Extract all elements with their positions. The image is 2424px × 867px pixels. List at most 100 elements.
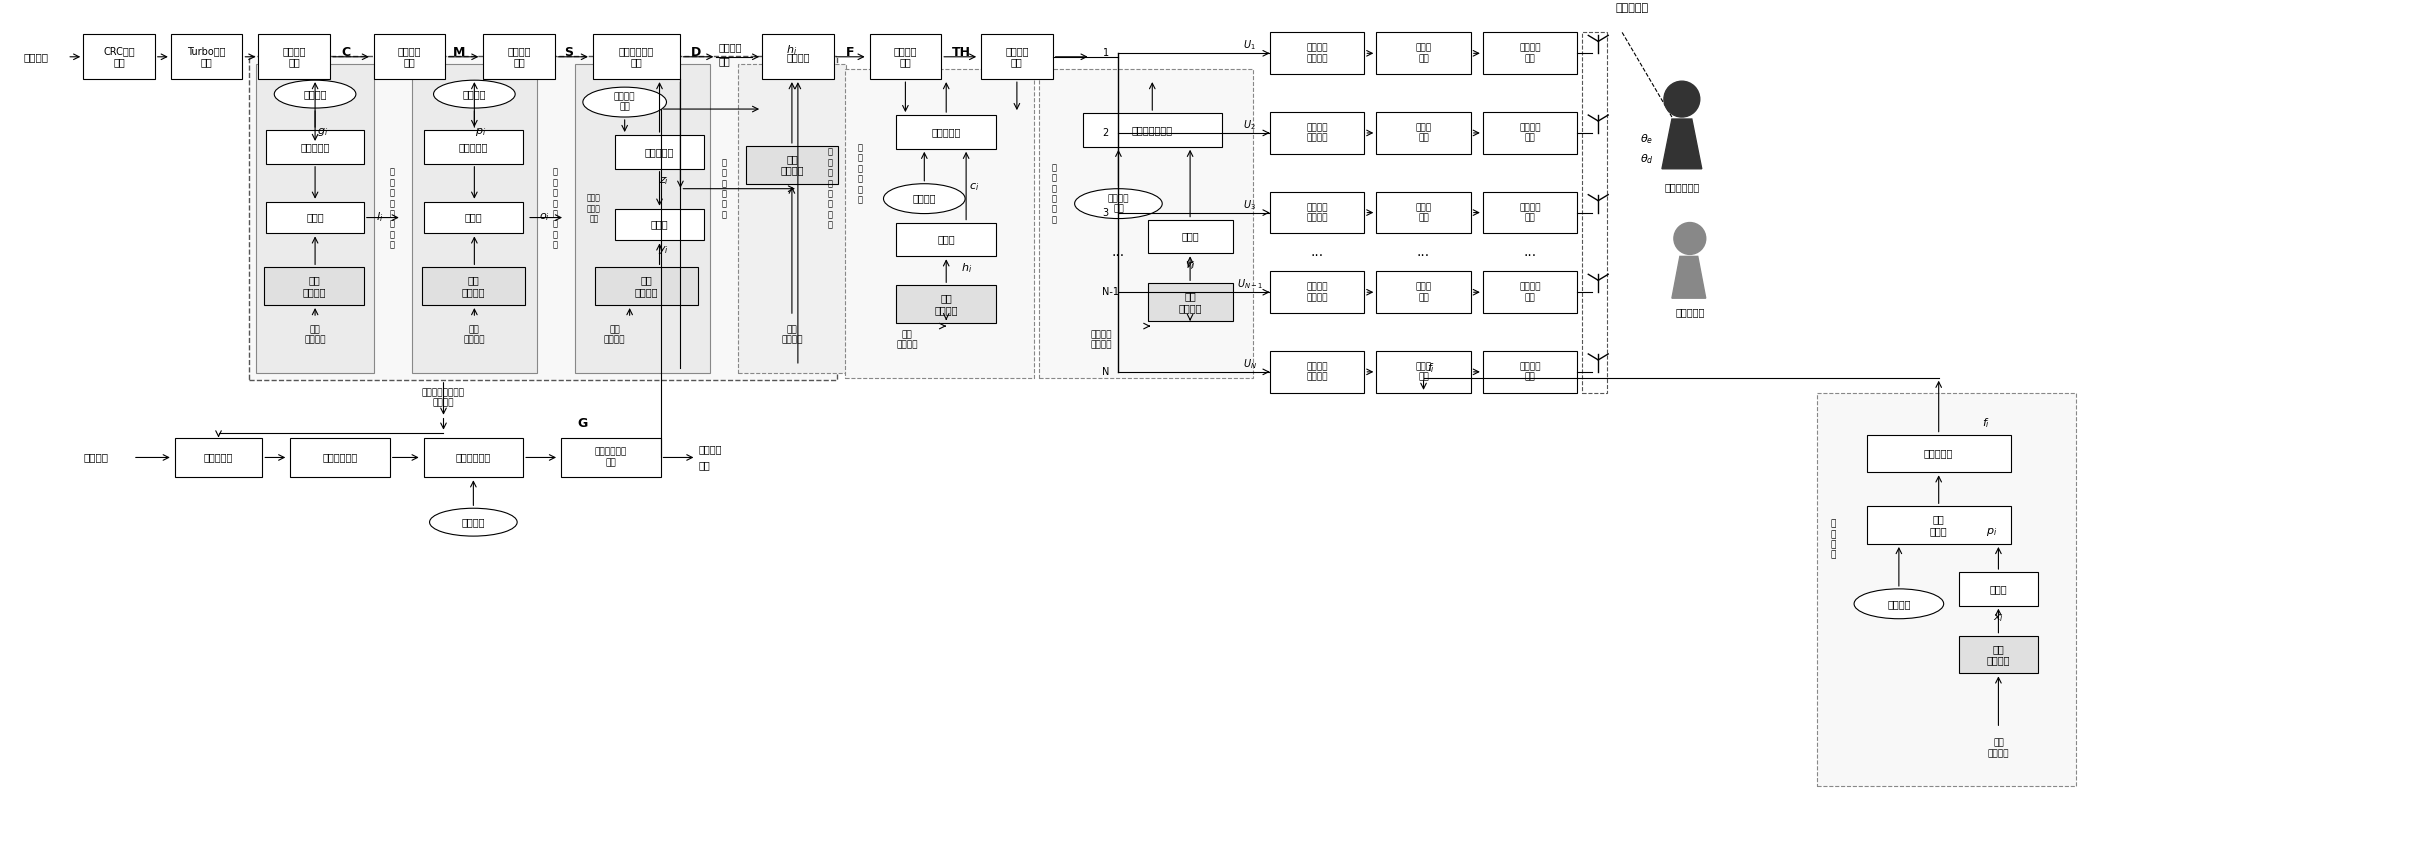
Bar — [175, 438, 262, 478]
Text: 随机相位旋转
模块: 随机相位旋转 模块 — [594, 447, 628, 467]
Bar — [264, 267, 364, 305]
Bar — [1149, 219, 1234, 253]
Bar — [897, 285, 996, 323]
Bar — [422, 267, 526, 305]
Text: 跳时集合: 跳时集合 — [911, 193, 936, 204]
Bar — [747, 146, 839, 184]
Text: 相位
驻留时间: 相位 驻留时间 — [781, 325, 802, 345]
Text: 量化器: 量化器 — [1990, 583, 2007, 594]
Text: 同步信息: 同步信息 — [82, 453, 109, 462]
Bar — [1377, 112, 1471, 153]
Text: 延迟幅相
加权模块: 延迟幅相 加权模块 — [1307, 283, 1328, 302]
Text: 数模转换
模块: 数模转换 模块 — [1520, 123, 1542, 143]
Text: 3: 3 — [1103, 207, 1108, 218]
Bar — [870, 35, 941, 79]
Text: $\theta_e$: $\theta_e$ — [1641, 132, 1653, 146]
Bar — [1866, 506, 2012, 544]
Text: 随
机
相
位
生
成
模
块: 随 机 相 位 生 成 模 块 — [827, 147, 831, 230]
Text: 频率集合: 频率集合 — [1888, 599, 1910, 609]
Bar — [1084, 113, 1222, 147]
Text: 混沌
随机过程: 混沌 随机过程 — [303, 276, 325, 297]
Text: 速率匹配
模块: 速率匹配 模块 — [284, 46, 305, 68]
Bar — [1040, 69, 1253, 378]
Ellipse shape — [429, 508, 516, 536]
Text: 最优阵列
集合: 最优阵列 集合 — [1108, 194, 1130, 213]
Text: 信号: 信号 — [718, 55, 730, 66]
Text: 混沌
随机过程: 混沌 随机过程 — [461, 276, 485, 297]
Text: 混沌
随机过程: 混沌 随机过程 — [635, 276, 659, 297]
Ellipse shape — [434, 80, 516, 108]
Text: ...: ... — [1418, 245, 1430, 259]
Bar — [560, 438, 659, 478]
Text: TH: TH — [953, 46, 970, 59]
Text: $y_i$: $y_i$ — [657, 244, 669, 257]
Bar — [1377, 351, 1471, 393]
Text: 业务基带: 业务基带 — [718, 42, 742, 52]
Text: ...: ... — [1311, 245, 1324, 259]
Bar — [982, 35, 1052, 79]
Text: 量化器: 量化器 — [650, 219, 669, 230]
Text: $\theta_d$: $\theta_d$ — [1641, 152, 1653, 166]
Text: $z_i$: $z_i$ — [659, 175, 669, 186]
Text: 跳
频
模
块: 跳 频 模 块 — [1830, 519, 1835, 560]
Text: M: M — [453, 46, 465, 59]
Text: 调制
驻留时间: 调制 驻留时间 — [463, 325, 485, 345]
Text: 跳码控制器: 跳码控制器 — [645, 147, 674, 157]
Text: 数模转换
模块: 数模转换 模块 — [1520, 203, 1542, 222]
Text: $h_i$: $h_i$ — [785, 43, 797, 57]
Bar — [1583, 32, 1607, 393]
Text: 业务信息: 业务信息 — [24, 52, 48, 62]
Text: $p_i$: $p_i$ — [1985, 526, 1997, 538]
Text: 阵列切换
模块: 阵列切换 模块 — [1006, 46, 1028, 68]
Text: 阵
元
选
择
模
块: 阵 元 选 择 模 块 — [1052, 163, 1057, 225]
Text: N-1: N-1 — [1103, 287, 1120, 297]
Text: 控制基带: 控制基带 — [698, 445, 722, 454]
Text: G: G — [577, 417, 589, 430]
Text: $f_i$: $f_i$ — [1983, 416, 1990, 429]
Text: 上变频
模块: 上变频 模块 — [1416, 123, 1433, 143]
Text: N: N — [1103, 367, 1110, 377]
Ellipse shape — [882, 184, 965, 213]
Bar — [616, 135, 705, 169]
Text: 跳码扩频
模块: 跳码扩频 模块 — [507, 46, 531, 68]
Text: 延迟幅相
加权模块: 延迟幅相 加权模块 — [1307, 43, 1328, 63]
Text: 混沌
随机过程: 混沌 随机过程 — [936, 293, 957, 315]
Text: 上变频
模块: 上变频 模块 — [1416, 283, 1433, 302]
Polygon shape — [1663, 119, 1702, 169]
Text: 混沌
随机过程: 混沌 随机过程 — [1178, 291, 1202, 313]
Text: 频率
驻留时间: 频率 驻留时间 — [1988, 739, 2009, 758]
Ellipse shape — [1074, 189, 1161, 218]
Text: 跳码序列
集合: 跳码序列 集合 — [613, 93, 635, 112]
Ellipse shape — [1854, 589, 1944, 619]
Text: 编码
驻留时间: 编码 驻留时间 — [305, 325, 325, 345]
Text: 固定图案: 固定图案 — [461, 518, 485, 527]
Bar — [291, 438, 390, 478]
Text: $U_{N-1}$: $U_{N-1}$ — [1236, 277, 1263, 291]
Text: $v_i$: $v_i$ — [1185, 259, 1195, 271]
Text: 跳
时
生
成
模
块: 跳 时 生 成 模 块 — [858, 143, 863, 205]
Text: 跳频
控制器: 跳频 控制器 — [1930, 514, 1946, 536]
Bar — [267, 130, 364, 164]
Text: 量化器: 量化器 — [305, 212, 325, 223]
Bar — [1270, 32, 1365, 75]
Text: 延迟幅相
加权模块: 延迟幅相 加权模块 — [1307, 123, 1328, 143]
Text: 跳码
驻留时间: 跳码 驻留时间 — [604, 325, 625, 345]
Text: $l_i$: $l_i$ — [376, 211, 383, 225]
Text: 阵元选择控制器: 阵元选择控制器 — [1132, 125, 1173, 135]
Text: 调制控制器: 调制控制器 — [458, 142, 487, 152]
Bar — [1483, 271, 1578, 313]
Bar — [373, 35, 446, 79]
Text: Turbo编码
模块: Turbo编码 模块 — [187, 46, 225, 68]
Text: F: F — [846, 46, 853, 59]
Text: 量化器: 量化器 — [465, 212, 482, 223]
Text: 混沌
随机过程: 混沌 随机过程 — [781, 154, 805, 176]
Bar — [739, 64, 846, 373]
Text: $h_i$: $h_i$ — [960, 262, 972, 275]
Text: 延迟幅相
加权模块: 延迟幅相 加权模块 — [1307, 203, 1328, 222]
Bar — [1483, 32, 1578, 75]
Ellipse shape — [274, 80, 356, 108]
Bar — [1270, 192, 1365, 233]
Text: 随机调制
模块: 随机调制 模块 — [398, 46, 422, 68]
Bar — [1483, 192, 1578, 233]
Text: 随机相位旋转
模块: 随机相位旋转 模块 — [618, 46, 654, 68]
